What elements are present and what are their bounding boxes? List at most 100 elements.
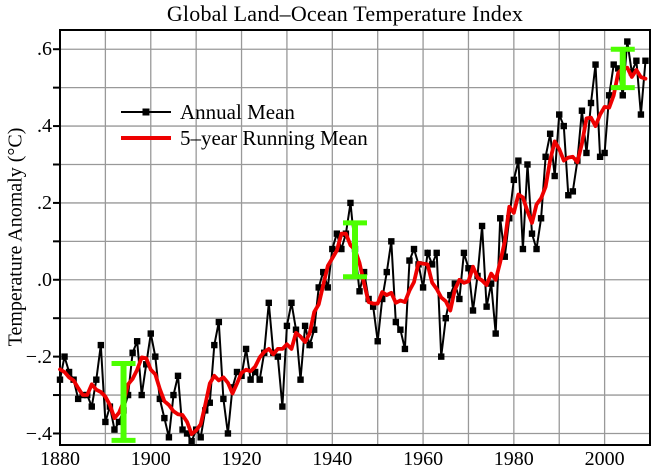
annual-mean-marker	[388, 238, 395, 245]
annual-mean-marker	[360, 268, 368, 276]
annual-mean-marker	[74, 395, 82, 403]
annual-mean-marker	[156, 395, 164, 403]
annual-mean-marker	[220, 395, 227, 403]
annual-mean-marker	[438, 353, 445, 360]
annual-mean-marker	[115, 418, 123, 426]
annual-mean-marker	[183, 430, 191, 437]
annual-mean-marker	[301, 322, 309, 330]
annual-mean-marker	[315, 284, 322, 291]
annual-mean-marker	[138, 391, 145, 399]
annual-mean-marker	[215, 318, 223, 326]
legend-item-running-mean: 5–year Running Mean	[121, 125, 368, 151]
annual-mean-marker	[628, 69, 636, 76]
y-tick-label: .0	[37, 268, 52, 291]
annual-mean-marker	[460, 249, 468, 257]
annual-mean-marker	[102, 418, 109, 426]
annual-mean-square-marker-icon	[142, 108, 150, 116]
running-mean-line-sample	[121, 136, 171, 140]
annual-mean-marker	[338, 245, 345, 253]
annual-mean-marker	[596, 153, 604, 161]
annual-mean-marker	[560, 122, 567, 130]
annual-mean-marker	[433, 249, 440, 257]
y-tick-label: .2	[37, 191, 52, 214]
annual-mean-marker	[65, 368, 73, 376]
annual-mean-marker	[333, 230, 341, 237]
annual-mean-marker	[288, 299, 295, 307]
annual-mean-marker	[188, 437, 195, 445]
annual-mean-marker	[392, 318, 400, 326]
annual-mean-marker	[347, 199, 354, 207]
annual-mean-marker	[229, 384, 236, 391]
annual-mean-marker	[93, 376, 100, 383]
legend: Annual Mean 5–year Running Mean	[121, 99, 368, 151]
annual-mean-marker	[211, 341, 218, 349]
running-mean-line-swatch	[121, 125, 171, 151]
y-tick-label: −.4	[25, 422, 52, 445]
annual-mean-marker	[510, 176, 518, 184]
annual-mean-marker	[383, 268, 390, 276]
x-tick-label: 1920	[221, 448, 262, 470]
annual-mean-marker	[546, 130, 554, 137]
annual-mean-marker	[465, 265, 472, 272]
annual-mean-marker	[374, 338, 381, 345]
annual-mean-marker	[97, 341, 105, 349]
annual-mean-marker	[637, 111, 645, 118]
y-tick-label: .6	[37, 38, 52, 61]
annual-mean-marker	[197, 434, 204, 441]
legend-item-annual-mean: Annual Mean	[121, 99, 368, 125]
annual-mean-marker	[451, 280, 459, 287]
annual-mean-marker	[424, 249, 431, 257]
annual-mean-marker	[537, 215, 545, 222]
annual-mean-marker	[478, 222, 486, 230]
annual-mean-marker	[528, 230, 536, 237]
chart-title: Global Land–Ocean Temperature Index	[166, 1, 524, 26]
annual-mean-marker	[565, 192, 572, 199]
annual-mean-marker	[533, 245, 540, 253]
annual-mean-marker	[133, 338, 141, 345]
annual-mean-marker	[147, 330, 154, 337]
annual-mean-marker	[152, 353, 159, 360]
annual-mean-marker	[624, 38, 631, 45]
legend-label-annual-mean: Annual Mean	[180, 99, 295, 124]
annual-mean-marker	[601, 149, 608, 157]
annual-mean-marker	[274, 353, 282, 360]
annual-mean-marker	[306, 341, 313, 349]
annual-mean-marker	[310, 326, 318, 333]
annual-mean-marker	[492, 330, 499, 337]
annual-mean-marker	[124, 391, 132, 399]
annual-mean-marker	[583, 149, 590, 157]
annual-mean-marker	[410, 245, 418, 253]
annual-mean-marker	[605, 92, 613, 99]
annual-mean-marker	[179, 426, 186, 433]
annual-mean-marker	[143, 361, 150, 368]
annual-mean-line-swatch	[121, 99, 171, 125]
x-tick-label: 2000	[584, 448, 625, 470]
annual-mean-marker	[428, 261, 436, 268]
annual-mean-marker	[129, 349, 136, 356]
annual-mean-marker	[165, 434, 173, 441]
annual-mean-marker	[619, 92, 626, 99]
annual-mean-marker	[615, 65, 622, 72]
annual-mean-marker	[401, 345, 409, 353]
annual-mean-marker	[556, 111, 563, 118]
annual-mean-marker	[515, 157, 522, 164]
legend-label-running-mean: 5–year Running Mean	[180, 125, 368, 150]
annual-mean-marker	[497, 215, 504, 222]
annual-mean-marker	[592, 61, 599, 68]
annual-mean-marker	[329, 245, 336, 253]
annual-mean-marker	[279, 403, 286, 410]
annual-mean-marker	[320, 268, 327, 276]
annual-mean-marker	[251, 368, 259, 376]
annual-mean-marker	[397, 326, 404, 333]
annual-mean-marker	[265, 299, 272, 307]
annual-mean-marker	[369, 303, 377, 310]
annual-mean-marker	[242, 345, 250, 353]
annual-mean-marker	[61, 353, 68, 360]
annual-mean-marker	[551, 172, 558, 180]
annual-mean-marker	[569, 188, 577, 195]
x-tick-label: 1900	[130, 448, 171, 470]
annual-mean-marker	[519, 245, 527, 253]
annual-mean-marker	[578, 107, 586, 114]
